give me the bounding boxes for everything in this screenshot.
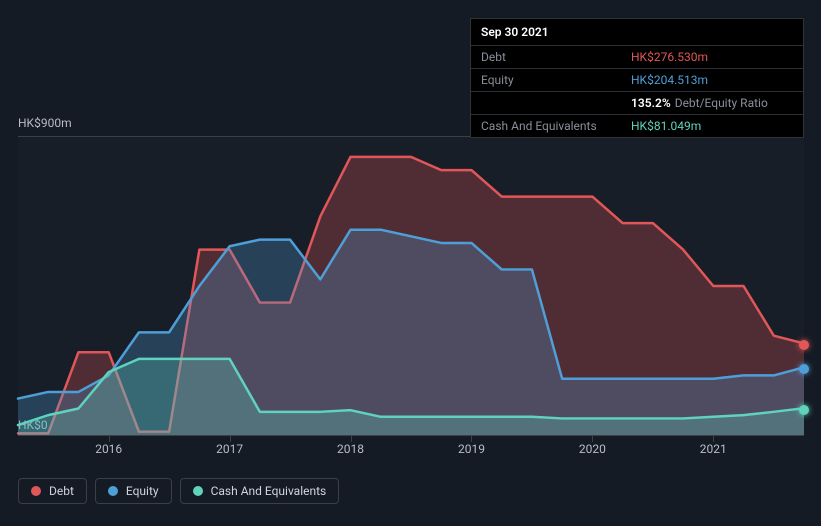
legend-label: Debt: [49, 484, 74, 498]
tooltip-row-value: HK$204.513m: [631, 73, 793, 87]
tooltip-row-label: Equity: [481, 73, 631, 87]
legend-item[interactable]: Equity: [95, 478, 172, 504]
chart-legend: Debt Equity Cash And Equivalents: [18, 478, 339, 504]
tooltip-row-value: 135.2%Debt/Equity Ratio: [631, 96, 793, 110]
x-axis-tick-label: 2019: [458, 442, 485, 456]
tooltip-row-label: Debt: [481, 50, 631, 64]
x-axis-tick-label: 2020: [579, 442, 606, 456]
tooltip-row: EquityHK$204.513m: [471, 69, 803, 92]
y-axis-max-label: HK$900m: [18, 116, 72, 130]
x-axis-tick-label: 2021: [700, 442, 727, 456]
tooltip-row-label: [481, 96, 631, 110]
x-axis-tick-label: 2017: [216, 442, 243, 456]
series-end-dot: [799, 405, 809, 415]
tooltip-row: Cash And EquivalentsHK$81.049m: [471, 115, 803, 137]
legend-dot-icon: [108, 486, 118, 496]
legend-item[interactable]: Cash And Equivalents: [180, 478, 340, 504]
tooltip-row-value: HK$81.049m: [631, 119, 793, 133]
legend-item[interactable]: Debt: [18, 478, 87, 504]
tooltip-row: DebtHK$276.530m: [471, 46, 803, 69]
tooltip-row-label: Cash And Equivalents: [481, 119, 631, 133]
legend-label: Equity: [126, 484, 159, 498]
x-axis-tick-label: 2016: [95, 442, 122, 456]
legend-dot-icon: [193, 486, 203, 496]
x-axis-labels: 2016 2017 2018 2019 2020 2021: [18, 442, 804, 462]
tooltip-row-value: HK$276.530m: [631, 50, 793, 64]
x-axis-tick-label: 2018: [337, 442, 364, 456]
tooltip-row: 135.2%Debt/Equity Ratio: [471, 92, 803, 115]
legend-dot-icon: [31, 486, 41, 496]
series-end-dot: [799, 340, 809, 350]
chart-plot-area[interactable]: [18, 136, 804, 436]
chart-tooltip: Sep 30 2021 DebtHK$276.530mEquityHK$204.…: [470, 18, 804, 138]
tooltip-date: Sep 30 2021: [471, 19, 803, 46]
legend-label: Cash And Equivalents: [211, 484, 327, 498]
series-end-dot: [799, 364, 809, 374]
